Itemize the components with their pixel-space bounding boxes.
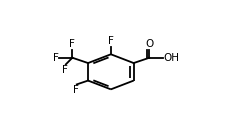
Text: O: O (145, 39, 154, 49)
Text: F: F (69, 39, 75, 49)
Text: F: F (108, 36, 114, 46)
Text: F: F (62, 65, 68, 75)
Text: OH: OH (164, 53, 179, 63)
Text: F: F (52, 53, 58, 63)
Text: F: F (73, 85, 79, 95)
